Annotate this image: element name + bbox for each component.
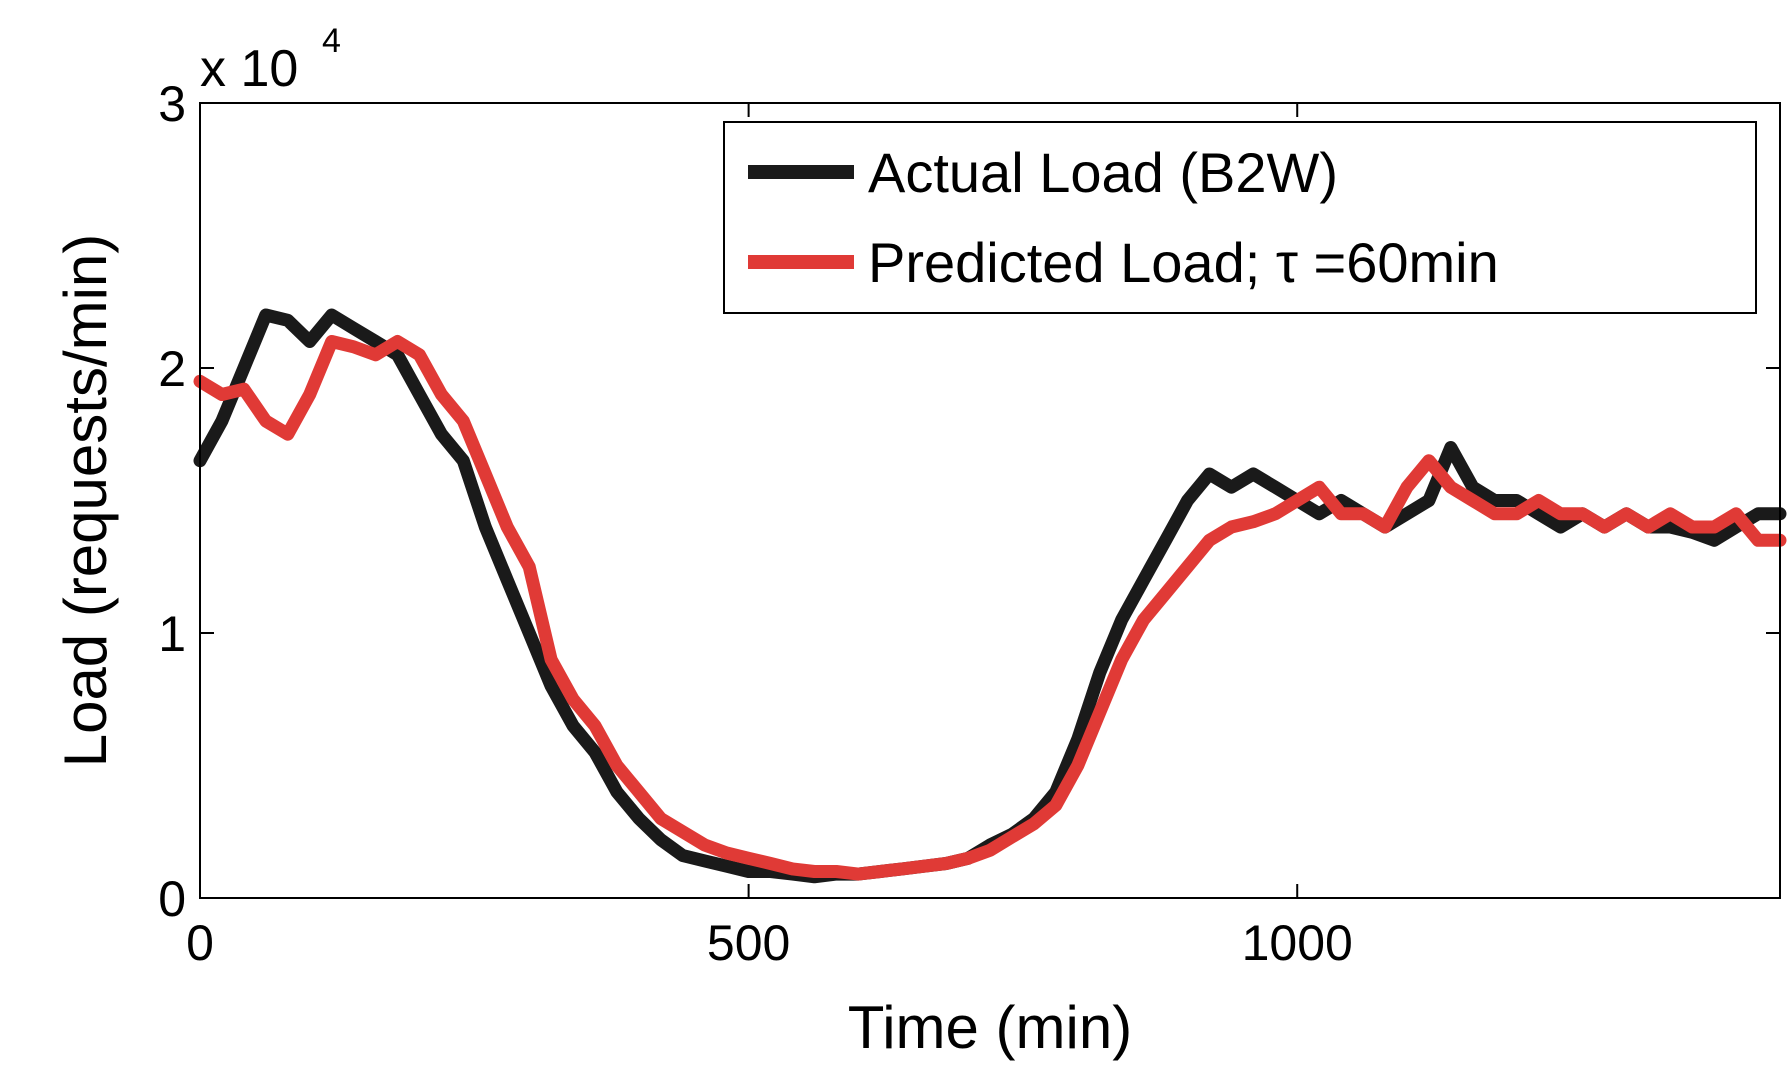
y-axis-multiplier-exponent: 4 (322, 22, 341, 60)
axis-ticks: 0 500 1000 0 1 2 3 (158, 76, 1780, 971)
x-tick-label: 1000 (1242, 915, 1353, 971)
legend-box (723, 121, 1757, 314)
x-tick-label: 500 (707, 915, 790, 971)
series-layer (193, 308, 1787, 884)
y-tick-label: 3 (158, 76, 186, 132)
y-tick-label: 1 (158, 606, 186, 662)
y-axis-title: Load (requests/min) (52, 234, 119, 768)
y-tick-label: 0 (158, 871, 186, 927)
legend-label-predicted-load: Predicted Load; τ =60min (868, 231, 1499, 294)
x-axis-title: Time (min) (848, 994, 1132, 1061)
y-axis-multiplier: x 10 (200, 40, 298, 98)
legend-label-actual-load: Actual Load (B2W) (868, 141, 1338, 204)
y-tick-label: 2 (158, 341, 186, 397)
legend: Actual Load (B2W) Predicted Load; τ =60m… (723, 121, 1757, 314)
plot-area-frame (199, 102, 1781, 899)
series-line-predicted-load (193, 335, 1787, 881)
x-tick-label: 0 (186, 915, 214, 971)
